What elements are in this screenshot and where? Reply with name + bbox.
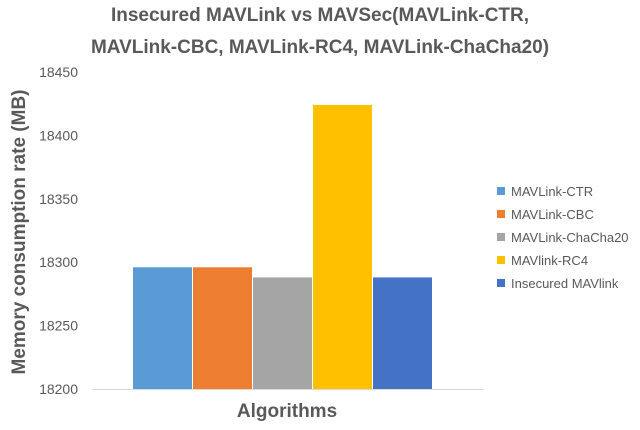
legend-item: MAVLink-CBC <box>497 207 594 222</box>
legend-item: MAVLink-ChaCha20 <box>497 230 629 245</box>
legend-label: MAVLink-CBC <box>511 207 594 222</box>
legend-swatch <box>497 279 505 287</box>
y-tick-label: 18400 <box>39 127 78 143</box>
y-tick-label: 18200 <box>39 381 78 397</box>
legend-item: MAVlink-RC4 <box>497 253 588 268</box>
bar <box>373 277 432 389</box>
legend-swatch <box>497 256 505 264</box>
legend-swatch <box>497 210 505 218</box>
bar <box>133 267 192 389</box>
legend: MAVLink-CTR MAVLink-CBC MAVLink-ChaCha20 MA… <box>497 184 629 291</box>
bar <box>253 277 312 389</box>
y-tick-label: 18250 <box>39 318 78 334</box>
legend-item: Insecured MAVlink <box>497 276 619 291</box>
legend-label: Insecured MAVlink <box>511 276 619 291</box>
legend-swatch <box>497 233 505 241</box>
y-tick-label: 18350 <box>39 191 78 207</box>
chart-title: Insecured MAVLink vs MAVSec(MAVLink-CTR,… <box>91 5 549 58</box>
y-axis-title: Memory consumption rate (MB) <box>9 89 30 374</box>
y-tick-label: 18450 <box>39 64 78 80</box>
legend-label: MAVlink-RC4 <box>511 253 588 268</box>
bar <box>193 267 252 389</box>
chart-title-line-1: Insecured MAVLink vs MAVSec(MAVLink-CTR, <box>111 5 529 26</box>
y-tick-label: 18300 <box>39 254 78 270</box>
chart-title-line-2: MAVLink-CBC, MAVLink-RC4, MAVLink-ChaCha… <box>91 37 549 58</box>
legend-label: MAVLink-CTR <box>511 184 593 199</box>
legend-item: MAVLink-CTR <box>497 184 593 199</box>
bars <box>133 104 432 389</box>
legend-label: MAVLink-ChaCha20 <box>511 230 629 245</box>
legend-swatch <box>497 187 505 195</box>
x-axis-title: Algorithms <box>237 401 337 422</box>
bar <box>313 104 372 389</box>
y-axis-ticks: 18200 18250 18300 18350 18400 18450 <box>39 64 78 397</box>
